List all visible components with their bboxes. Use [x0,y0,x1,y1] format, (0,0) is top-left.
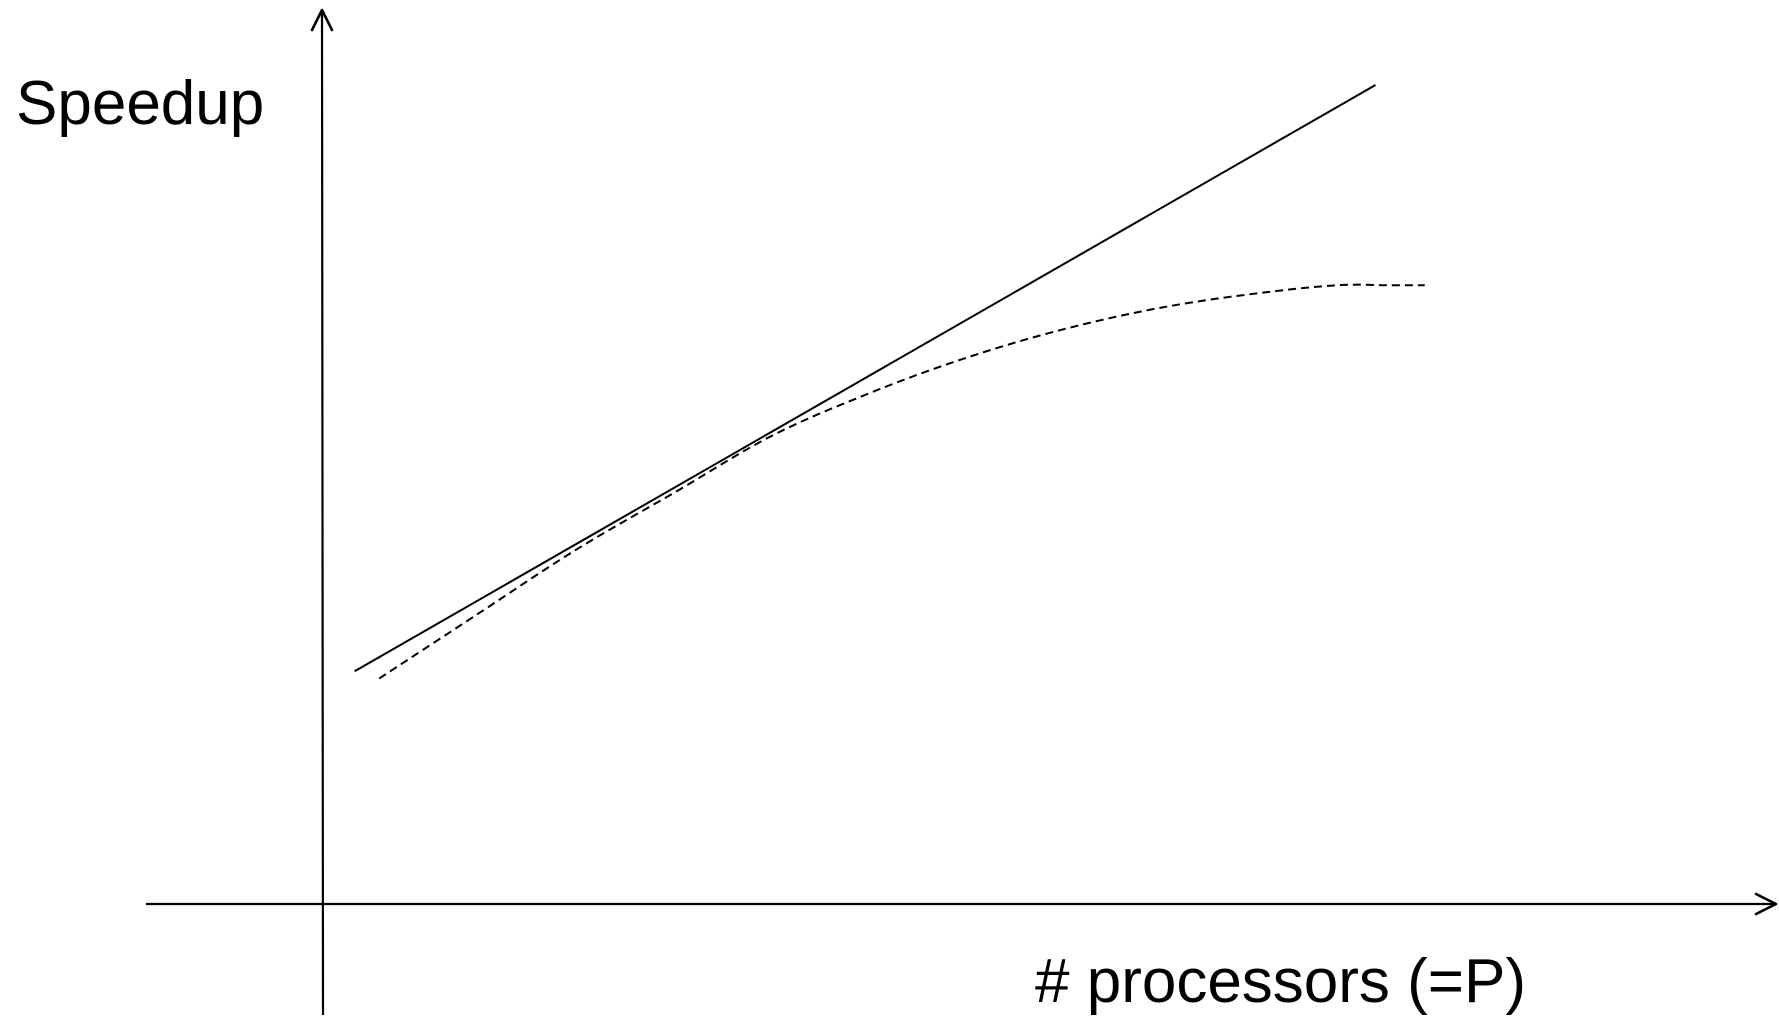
series-layer [354,84,1425,680]
solid-series-line [354,84,1376,673]
dashed-series-line [378,283,1425,680]
y-axis-label: Speedup [16,69,264,138]
y-axis [320,9,325,1016]
y-axis-arrowhead [310,8,334,32]
x-axis-arrowhead [1754,892,1778,916]
x-axis-label: # processors (=P) [1035,947,1526,1016]
